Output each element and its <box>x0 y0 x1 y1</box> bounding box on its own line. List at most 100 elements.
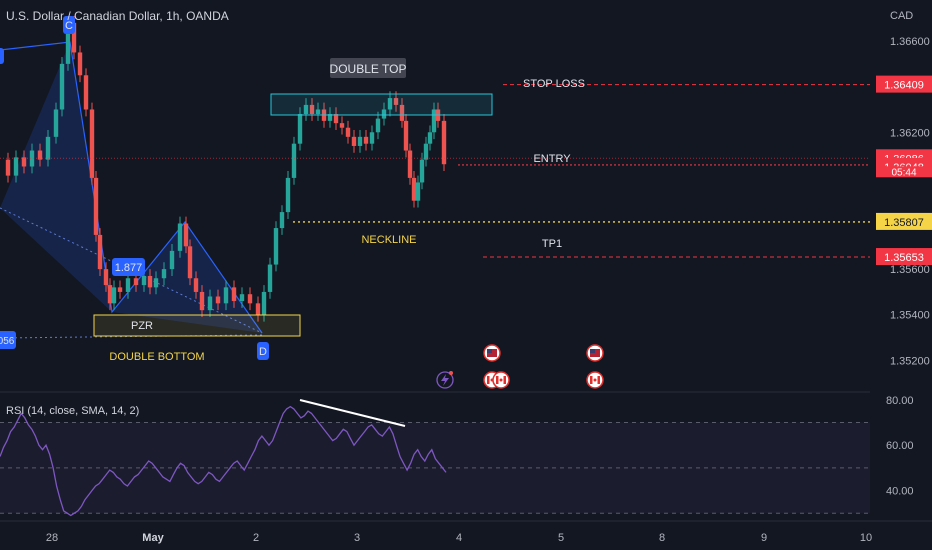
xabcd-pattern <box>0 41 263 339</box>
candle-body <box>83 75 89 110</box>
candle <box>345 120 351 144</box>
event-ca-2[interactable] <box>492 371 510 389</box>
lightning-icon[interactable] <box>436 371 454 389</box>
candle <box>187 239 193 286</box>
candle-body <box>231 287 237 302</box>
candle <box>89 102 95 185</box>
ca-leaf <box>593 378 597 382</box>
event-ca-3[interactable] <box>586 371 604 389</box>
price-label-bg <box>876 212 932 230</box>
time-tick: May <box>142 532 164 544</box>
pattern-triangle-xab <box>0 42 112 312</box>
candle-body <box>427 132 433 144</box>
candle <box>333 107 339 130</box>
candle <box>21 150 27 174</box>
candle <box>303 98 309 121</box>
candle-body <box>141 275 147 286</box>
left-badge-bg <box>0 331 16 349</box>
candle <box>327 107 333 128</box>
candle-body <box>59 63 65 110</box>
candle-body <box>125 278 131 292</box>
time-tick: 3 <box>354 532 360 544</box>
candle-body <box>53 109 59 137</box>
point-d-label-bg <box>257 342 269 360</box>
rsi-line <box>0 405 447 517</box>
candle-body <box>255 303 261 315</box>
double-top-label-bg <box>330 58 406 78</box>
candle <box>363 130 369 151</box>
candle <box>97 228 103 276</box>
candle-body <box>333 114 339 124</box>
candle-body <box>411 177 417 201</box>
candle-body <box>419 159 425 183</box>
candle-body <box>77 52 83 76</box>
lightning-circle <box>436 371 454 389</box>
time-tick: 4 <box>456 532 462 544</box>
candle <box>5 152 11 183</box>
candle-body <box>273 228 279 265</box>
candle <box>111 280 117 311</box>
event-us-2[interactable] <box>586 344 604 362</box>
us-flag-canton <box>590 349 595 353</box>
left-label: 056 <box>0 336 15 347</box>
candle <box>375 111 381 140</box>
candle-body <box>375 118 381 133</box>
candle <box>415 175 421 208</box>
candle-body <box>5 159 11 176</box>
candle <box>231 280 237 308</box>
candle <box>431 102 437 140</box>
candle-body <box>327 114 333 121</box>
candle-body <box>193 278 199 292</box>
candle <box>403 114 409 158</box>
rsi-pane: 80.00 60.00 40.00 <box>0 395 914 517</box>
ratio-label: 1.877 <box>115 262 143 274</box>
candle-body <box>71 22 77 53</box>
tp1-label: TP1 <box>542 238 562 250</box>
candle <box>207 289 213 318</box>
double-top-label: DOUBLE TOP <box>330 62 407 76</box>
candle <box>59 57 65 117</box>
candle-body <box>65 22 71 64</box>
event-us-1[interactable] <box>483 344 501 362</box>
symbol-title: U.S. Dollar / Canadian Dollar, 1h, OANDA <box>6 9 229 23</box>
candle-body <box>387 98 393 110</box>
candle <box>387 91 393 117</box>
pattern-triangle-bcd <box>112 222 262 333</box>
candle-body <box>303 104 309 115</box>
candle-body <box>45 136 51 160</box>
candle <box>147 269 153 295</box>
candle-body <box>267 264 273 292</box>
ca-flag-right <box>597 376 600 384</box>
candle-body <box>153 278 159 288</box>
candle-body <box>37 150 43 160</box>
candle-body <box>215 296 221 304</box>
price-label-0: 1.36409 <box>884 80 924 92</box>
candle <box>411 171 417 208</box>
candle-body <box>415 182 421 201</box>
candle <box>53 102 59 144</box>
candle-body <box>403 120 409 151</box>
candle-body <box>393 98 399 105</box>
candle <box>161 262 167 286</box>
candle-body <box>13 157 19 176</box>
candle <box>315 102 321 121</box>
candle-body <box>21 157 27 167</box>
candle-body <box>261 291 267 315</box>
rsi-tick: 60.00 <box>886 440 914 452</box>
candle <box>77 45 83 83</box>
price-label-bg <box>876 75 932 93</box>
candle-body <box>309 104 315 115</box>
ca-flag-right <box>503 376 506 384</box>
candle-body <box>117 287 123 292</box>
candle <box>423 136 429 167</box>
candle-body <box>169 250 175 270</box>
candle-body <box>103 269 109 286</box>
ca-flag-left <box>590 376 593 384</box>
price-axis: 1.36600 1.36200 1.35600 1.35400 1.35200 1.364… <box>876 36 932 367</box>
candle-body <box>147 275 153 288</box>
candle <box>369 125 375 151</box>
pattern-legs <box>0 41 263 334</box>
price-label-4: 1.35653 <box>884 252 924 264</box>
rsi-tick: 40.00 <box>886 486 914 498</box>
